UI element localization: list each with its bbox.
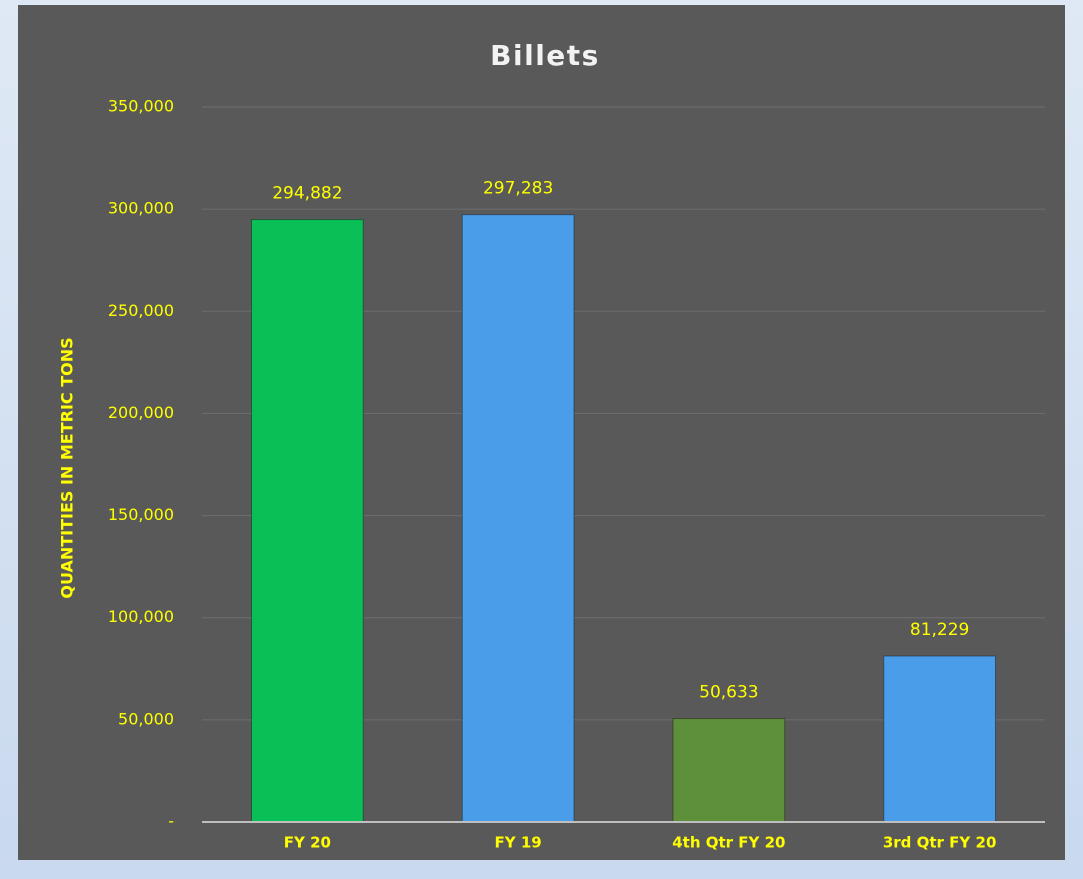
bar-group: [672, 718, 786, 823]
x-tick-label: FY 20: [284, 834, 331, 852]
bar-group: [251, 219, 364, 823]
y-tick-label: 100,000: [108, 607, 174, 626]
y-tick-label: -: [168, 812, 174, 831]
bar: [883, 655, 996, 823]
value-label: 297,283: [483, 179, 553, 199]
bar: [672, 718, 786, 823]
y-tick-label: 350,000: [108, 97, 174, 116]
x-tick-label: FY 19: [495, 834, 542, 852]
y-tick-label: 250,000: [108, 301, 174, 320]
bar: [251, 219, 364, 823]
bar: [461, 214, 575, 823]
x-tick-label: 4th Qtr FY 20: [672, 834, 785, 852]
x-tick-label: 3rd Qtr FY 20: [883, 834, 997, 852]
bar-group: [883, 655, 996, 823]
y-tick-label: 150,000: [108, 505, 174, 524]
y-tick-label: 300,000: [108, 199, 174, 218]
value-label: 50,633: [699, 683, 758, 703]
y-axis-label: QUANTITIES IN METRIC TONS: [58, 337, 77, 598]
bar-group: [461, 214, 575, 823]
chart-title: Billets: [490, 39, 600, 72]
value-label: 81,229: [910, 620, 969, 640]
value-label: 294,882: [272, 184, 342, 204]
y-tick-label: 50,000: [118, 709, 174, 728]
y-tick-label: 200,000: [108, 403, 174, 422]
